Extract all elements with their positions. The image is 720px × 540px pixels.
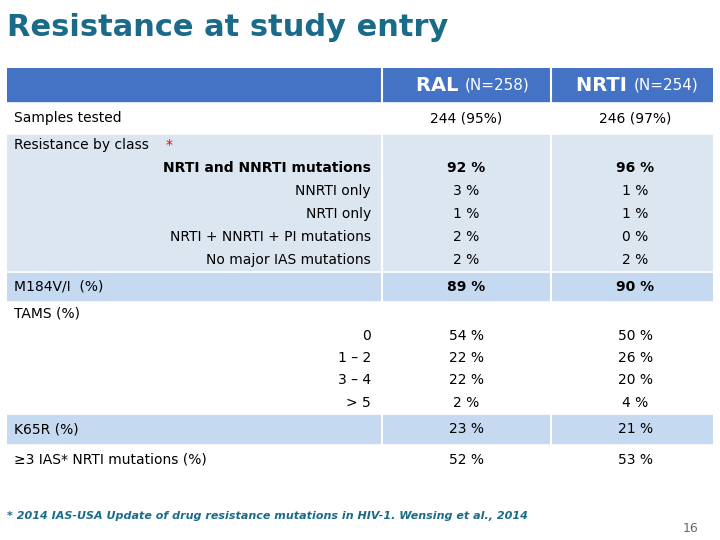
Text: NRTI and NNRTI mutations: NRTI and NNRTI mutations (163, 161, 371, 175)
FancyBboxPatch shape (7, 68, 713, 103)
Text: 2 %: 2 % (453, 230, 480, 244)
Text: 1 %: 1 % (453, 207, 480, 221)
Text: 244 (95%): 244 (95%) (430, 111, 503, 125)
Text: TAMS (%): TAMS (%) (14, 306, 81, 320)
Text: 16: 16 (683, 522, 698, 535)
Text: NRTI + NNRTI + PI mutations: NRTI + NNRTI + PI mutations (170, 230, 371, 244)
Text: 92 %: 92 % (447, 161, 485, 175)
Text: 2 %: 2 % (453, 253, 480, 267)
Text: 3 %: 3 % (453, 184, 480, 198)
Text: * 2014 IAS-USA Update of drug resistance mutations in HIV-1. Wensing et al., 201: * 2014 IAS-USA Update of drug resistance… (7, 511, 528, 521)
Text: 0: 0 (362, 329, 371, 343)
Text: 3 – 4: 3 – 4 (338, 374, 371, 388)
Text: 22 %: 22 % (449, 351, 484, 365)
Text: 96 %: 96 % (616, 161, 654, 175)
Text: Resistance by class: Resistance by class (14, 138, 149, 152)
Text: 54 %: 54 % (449, 329, 484, 343)
Text: 50 %: 50 % (618, 329, 653, 343)
Text: 53 %: 53 % (618, 453, 653, 467)
Text: 23 %: 23 % (449, 422, 484, 436)
Text: 1 – 2: 1 – 2 (338, 351, 371, 365)
Text: 90 %: 90 % (616, 280, 654, 294)
Text: (N=254): (N=254) (634, 78, 698, 93)
Text: *: * (166, 138, 173, 152)
Text: 21 %: 21 % (618, 422, 653, 436)
FancyBboxPatch shape (7, 414, 713, 444)
FancyBboxPatch shape (7, 103, 713, 133)
Text: ≥3 IAS* NRTI mutations (%): ≥3 IAS* NRTI mutations (%) (14, 453, 207, 467)
Text: 26 %: 26 % (618, 351, 653, 365)
Text: 246 (97%): 246 (97%) (599, 111, 672, 125)
Text: K65R (%): K65R (%) (14, 422, 79, 436)
Text: No major IAS mutations: No major IAS mutations (206, 253, 371, 267)
Text: > 5: > 5 (346, 396, 371, 410)
Text: 1 %: 1 % (622, 184, 649, 198)
Text: 2 %: 2 % (453, 396, 480, 410)
FancyBboxPatch shape (7, 302, 713, 414)
Text: NRTI: NRTI (576, 76, 634, 94)
Text: 2 %: 2 % (622, 253, 649, 267)
Text: 1 %: 1 % (622, 207, 649, 221)
Text: 4 %: 4 % (622, 396, 649, 410)
Text: 20 %: 20 % (618, 374, 653, 388)
FancyBboxPatch shape (7, 272, 713, 302)
Text: 52 %: 52 % (449, 453, 484, 467)
FancyBboxPatch shape (7, 133, 713, 272)
Text: (N=258): (N=258) (465, 78, 529, 93)
Text: M184V/I  (%): M184V/I (%) (14, 280, 104, 294)
Text: 89 %: 89 % (447, 280, 485, 294)
Text: 0 %: 0 % (622, 230, 649, 244)
FancyBboxPatch shape (7, 444, 713, 475)
Text: 22 %: 22 % (449, 374, 484, 388)
Text: Resistance at study entry: Resistance at study entry (7, 14, 449, 43)
Text: RAL: RAL (415, 76, 465, 94)
Text: NRTI only: NRTI only (305, 207, 371, 221)
Text: Samples tested: Samples tested (14, 111, 122, 125)
Text: NNRTI only: NNRTI only (295, 184, 371, 198)
